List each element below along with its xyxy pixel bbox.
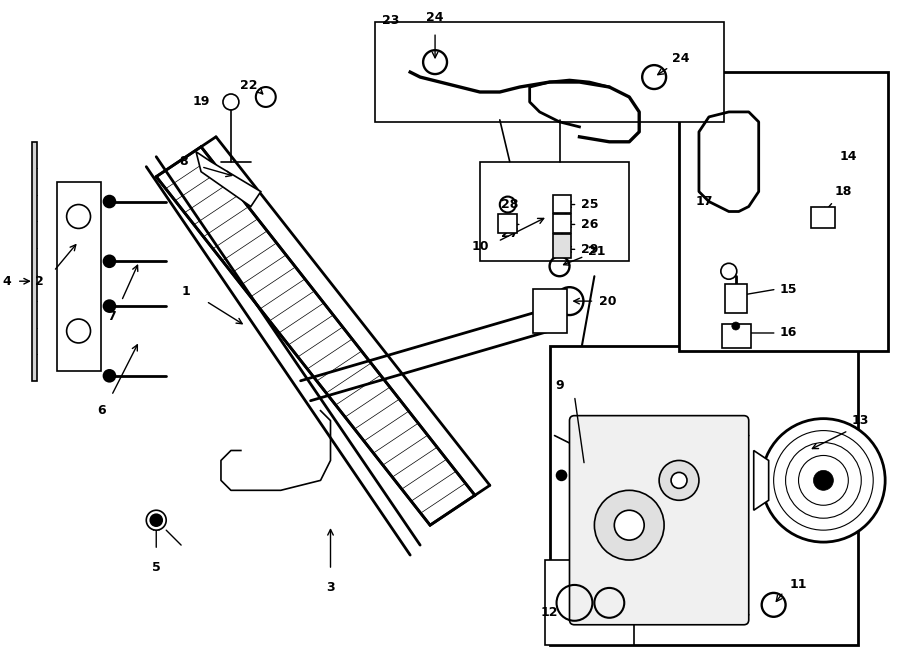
Text: 11: 11: [790, 578, 807, 592]
Text: 14: 14: [840, 150, 857, 163]
Circle shape: [104, 255, 115, 267]
Text: 15: 15: [779, 283, 797, 295]
Text: 28: 28: [501, 198, 518, 211]
Text: 23: 23: [382, 14, 399, 27]
Text: 26: 26: [580, 218, 598, 231]
FancyBboxPatch shape: [553, 214, 572, 233]
FancyBboxPatch shape: [722, 324, 751, 348]
Text: 22: 22: [240, 79, 257, 91]
Bar: [375, 22, 724, 122]
FancyBboxPatch shape: [533, 289, 566, 333]
Text: 24: 24: [672, 52, 689, 65]
Polygon shape: [196, 152, 261, 206]
Text: 27: 27: [501, 227, 518, 240]
Bar: [544, 560, 634, 644]
Text: 16: 16: [780, 327, 797, 340]
Circle shape: [671, 473, 687, 488]
Text: 6: 6: [97, 404, 106, 417]
Text: 8: 8: [179, 155, 187, 168]
FancyBboxPatch shape: [724, 284, 747, 313]
Polygon shape: [157, 147, 475, 525]
Circle shape: [555, 204, 568, 215]
FancyBboxPatch shape: [570, 416, 749, 625]
Circle shape: [615, 510, 644, 540]
Circle shape: [659, 461, 699, 500]
Text: 13: 13: [851, 414, 869, 427]
Circle shape: [147, 510, 166, 530]
Text: 9: 9: [555, 379, 564, 392]
Text: 18: 18: [834, 185, 852, 198]
Text: 2: 2: [35, 275, 44, 288]
FancyBboxPatch shape: [57, 182, 102, 371]
Bar: [679, 72, 888, 351]
Text: 20: 20: [598, 295, 616, 307]
FancyBboxPatch shape: [812, 206, 835, 229]
Circle shape: [223, 94, 238, 110]
Circle shape: [556, 471, 566, 481]
FancyBboxPatch shape: [553, 235, 572, 258]
Circle shape: [732, 322, 740, 330]
Circle shape: [104, 370, 115, 382]
Text: 12: 12: [541, 606, 558, 619]
Text: 29: 29: [580, 243, 598, 256]
Circle shape: [150, 514, 162, 526]
Circle shape: [721, 263, 737, 279]
Circle shape: [798, 455, 849, 505]
Text: 4: 4: [3, 275, 11, 288]
FancyBboxPatch shape: [498, 214, 517, 233]
Polygon shape: [32, 142, 37, 381]
Bar: [550, 346, 859, 644]
Text: 7: 7: [107, 309, 116, 323]
Text: 10: 10: [471, 240, 489, 253]
Text: 19: 19: [193, 95, 210, 108]
FancyBboxPatch shape: [553, 194, 572, 214]
Text: 24: 24: [427, 11, 444, 24]
Circle shape: [104, 196, 115, 208]
Circle shape: [594, 490, 664, 560]
Circle shape: [814, 471, 833, 490]
Text: 17: 17: [695, 195, 713, 208]
Circle shape: [104, 300, 115, 312]
Text: 5: 5: [152, 561, 160, 574]
Text: 1: 1: [182, 285, 191, 297]
Circle shape: [761, 418, 886, 542]
Polygon shape: [753, 451, 769, 510]
Text: 25: 25: [580, 198, 598, 211]
Text: 21: 21: [588, 245, 605, 258]
Text: 3: 3: [326, 582, 335, 594]
Bar: [480, 162, 629, 261]
